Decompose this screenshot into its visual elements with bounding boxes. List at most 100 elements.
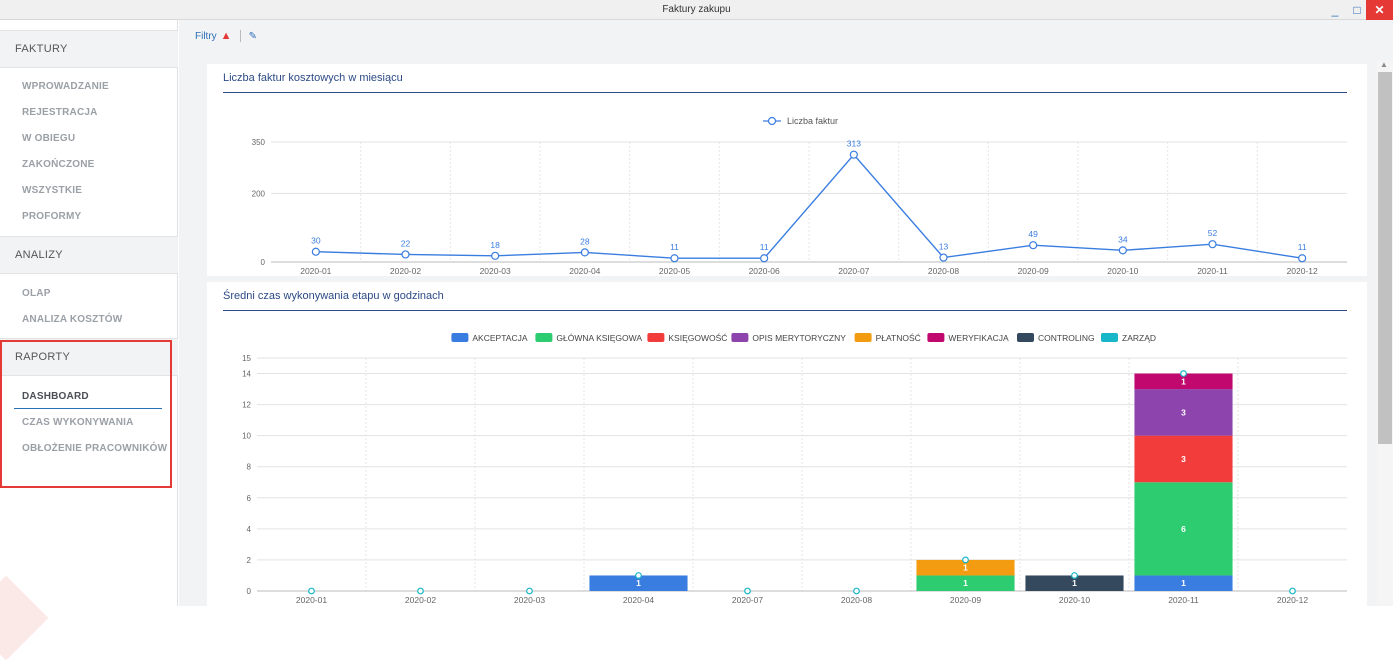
legend-swatch	[451, 333, 469, 342]
chart1-title-rule	[223, 92, 1347, 93]
bar-segment	[1025, 575, 1124, 591]
sidebar-item-olap[interactable]: OLAP	[22, 288, 51, 299]
data-point	[1298, 254, 1307, 263]
bar-value-label: 3	[1181, 407, 1186, 417]
data-label: 52	[1208, 228, 1218, 238]
sidebar-section-faktury[interactable]: FAKTURY	[0, 30, 178, 68]
chart2-title: Średni czas wykonywania etapu w godzinac…	[223, 290, 444, 302]
legend-swatch	[731, 333, 749, 342]
bar-segment	[1134, 373, 1233, 390]
data-point	[1029, 241, 1038, 250]
sidebar-item-wprowadzanie[interactable]: WPROWADZANIE	[22, 81, 109, 92]
bar-value-label: 1	[636, 578, 641, 588]
active-item-underline	[14, 408, 162, 409]
bar-segment	[916, 575, 1015, 591]
bar-segment	[1134, 435, 1233, 483]
data-point	[849, 150, 858, 159]
data-label: 22	[401, 238, 411, 248]
bar-value-label: 1	[1181, 578, 1186, 588]
toolbar: Filtry ▲ ✎	[195, 30, 257, 42]
sidebar-item-zakonczone[interactable]: ZAKOŃCZONE	[22, 159, 95, 170]
bar-value-label: 1	[963, 578, 968, 588]
y-tick-label: 8	[247, 463, 252, 472]
legend-label: AKCEPTACJA	[472, 333, 527, 343]
y-tick-label: 2	[247, 556, 252, 565]
invoice-count-card: Liczba faktur kosztowych w miesiącu Licz…	[207, 64, 1367, 276]
legend-swatch	[535, 333, 553, 342]
x-tick-label: 2020-09	[950, 595, 981, 605]
y-tick-label: 12	[242, 401, 251, 410]
zero-marker	[853, 587, 860, 595]
window-titlebar: Faktury zakupu _ □ ✕	[0, 0, 1393, 20]
x-tick-label: 2020-08	[841, 595, 872, 605]
sidebar: FAKTURY WPROWADZANIE REJESTRACJA W OBIEG…	[0, 20, 178, 660]
data-label: 34	[1118, 234, 1128, 244]
x-tick-label: 2020-11	[1197, 266, 1228, 276]
bar-value-label: 1	[1072, 578, 1077, 588]
sidebar-item-obciazenie-pracownikow[interactable]: OBŁOŻENIE PRACOWNIKÓW	[22, 443, 168, 454]
warning-icon: ▲	[220, 30, 232, 42]
bar-segment	[1134, 482, 1233, 576]
bar-value-label: 6	[1181, 524, 1186, 534]
scroll-up-icon[interactable]: ▲	[1380, 60, 1388, 69]
sidebar-item-rejestracja[interactable]: REJESTRACJA	[22, 107, 98, 118]
data-label: 313	[847, 139, 861, 149]
maximize-icon[interactable]: □	[1353, 3, 1361, 17]
data-label: 11	[670, 242, 679, 252]
zero-marker	[744, 587, 751, 595]
sidebar-item-wszystkie[interactable]: WSZYSTKIE	[22, 185, 83, 196]
corner-ribbon	[0, 575, 49, 660]
zero-marker	[1071, 572, 1078, 579]
window-title: Faktury zakupu	[662, 4, 731, 15]
legend-label: ZARZĄD	[1122, 333, 1156, 343]
x-tick-label: 2020-05	[659, 266, 690, 276]
x-tick-label: 2020-12	[1277, 595, 1308, 605]
bar-value-label: 1	[963, 563, 968, 573]
scrollbar-thumb[interactable]	[1378, 72, 1392, 444]
sidebar-item-czas-wykonywania[interactable]: CZAS WYKONYWANIA	[22, 417, 134, 428]
data-point	[670, 254, 679, 263]
zero-marker	[1180, 370, 1187, 377]
filters-link[interactable]: Filtry	[195, 30, 217, 42]
sidebar-item-proformy[interactable]: PROFORMY	[22, 211, 82, 222]
x-tick-label: 2020-02	[405, 595, 436, 605]
bar-segment	[589, 575, 688, 591]
zero-marker	[635, 572, 642, 579]
x-tick-label: 2020-04	[569, 266, 600, 276]
edit-icon[interactable]: ✎	[248, 30, 257, 42]
x-tick-label: 2020-11	[1168, 595, 1199, 605]
sidebar-section-analizy[interactable]: ANALIZY	[0, 236, 178, 274]
data-point	[1118, 246, 1127, 255]
stage-time-card: Średni czas wykonywania etapu w godzinac…	[207, 282, 1367, 606]
data-label: 30	[311, 236, 321, 246]
data-point	[311, 247, 320, 256]
y-tick-label: 6	[247, 494, 252, 503]
x-tick-label: 2020-12	[1287, 266, 1318, 276]
bar-segment	[916, 559, 1015, 576]
toolbar-divider	[239, 30, 241, 42]
x-tick-label: 2020-01	[300, 266, 331, 276]
data-point	[401, 250, 410, 259]
bar-segment	[1134, 575, 1233, 591]
sidebar-item-analiza-kosztow[interactable]: ANALIZA KOSZTÓW	[22, 314, 123, 325]
data-point	[939, 253, 948, 262]
data-label: 28	[580, 236, 590, 246]
data-point	[760, 254, 769, 263]
invoice-count-line-chart: Liczba faktur 0 200 350 2020-01 2020-02 2020-0…	[252, 116, 1347, 276]
close-icon[interactable]: ✕	[1366, 0, 1393, 20]
data-label: 13	[939, 242, 949, 252]
x-tick-label: 2020-07	[732, 595, 763, 605]
sidebar-item-dashboard[interactable]: DASHBOARD	[22, 391, 89, 402]
legend-swatch	[647, 333, 665, 342]
x-tick-label: 2020-08	[928, 266, 959, 276]
minimize-icon[interactable]: _	[1331, 3, 1339, 17]
legend-label: PŁATNOŚĆ	[876, 332, 921, 343]
data-label: 11	[1298, 242, 1307, 252]
y-tick-label: 15	[242, 354, 251, 363]
x-tick-label: 2020-03	[514, 595, 545, 605]
sidebar-section-raporty[interactable]: RAPORTY	[0, 338, 178, 376]
sidebar-item-w-obiegu[interactable]: W OBIEGU	[22, 133, 76, 144]
data-label: 18	[490, 240, 500, 250]
chart1-title: Liczba faktur kosztowych w miesiącu	[223, 72, 403, 84]
zero-marker	[417, 587, 424, 595]
